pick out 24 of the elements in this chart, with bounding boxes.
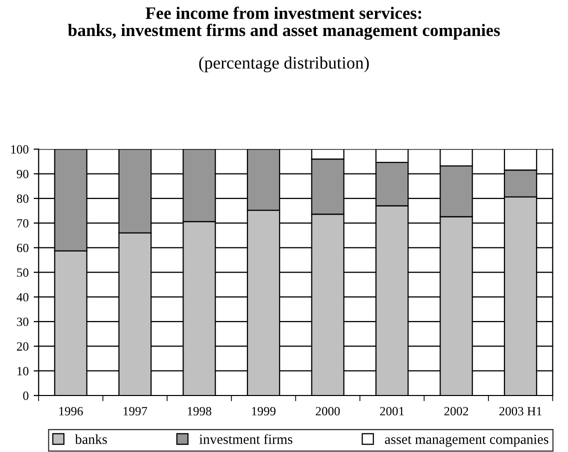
y-tick-label: 0 <box>23 392 28 400</box>
y-tick-label: 90 <box>16 170 28 178</box>
x-tick-label: 1997 <box>124 407 148 416</box>
chart-subtitle: (percentage distribution) <box>199 56 369 72</box>
legend-label: banks <box>75 434 107 444</box>
x-tick-label: 1999 <box>252 407 276 416</box>
y-tick-label: 50 <box>17 268 28 277</box>
y-tick-label: 10 <box>18 366 28 376</box>
legend-label: investment firms <box>199 434 292 444</box>
x-tick-label: 1996 <box>59 407 83 416</box>
x-tick-label: 2002 <box>444 406 468 416</box>
y-tick-label: 20 <box>16 342 28 351</box>
chart-title: Fee income from investment services: banks, investment firms and asset management companies <box>68 6 500 40</box>
x-tick-label: 2003 H1 <box>499 406 542 416</box>
y-tick-label: 30 <box>17 318 28 326</box>
y-tick-label: 70 <box>17 219 28 228</box>
legend-label: asset management companies <box>384 434 548 447</box>
y-tick-label: 40 <box>16 292 28 302</box>
y-tick-label: 60 <box>16 244 28 252</box>
x-tick-label: 2000 <box>316 406 340 416</box>
x-tick-label: 2001 <box>380 406 404 416</box>
y-tick-label: 100 <box>11 145 28 154</box>
y-tick-label: 80 <box>16 194 28 203</box>
x-tick-label: 1998 <box>188 406 212 416</box>
